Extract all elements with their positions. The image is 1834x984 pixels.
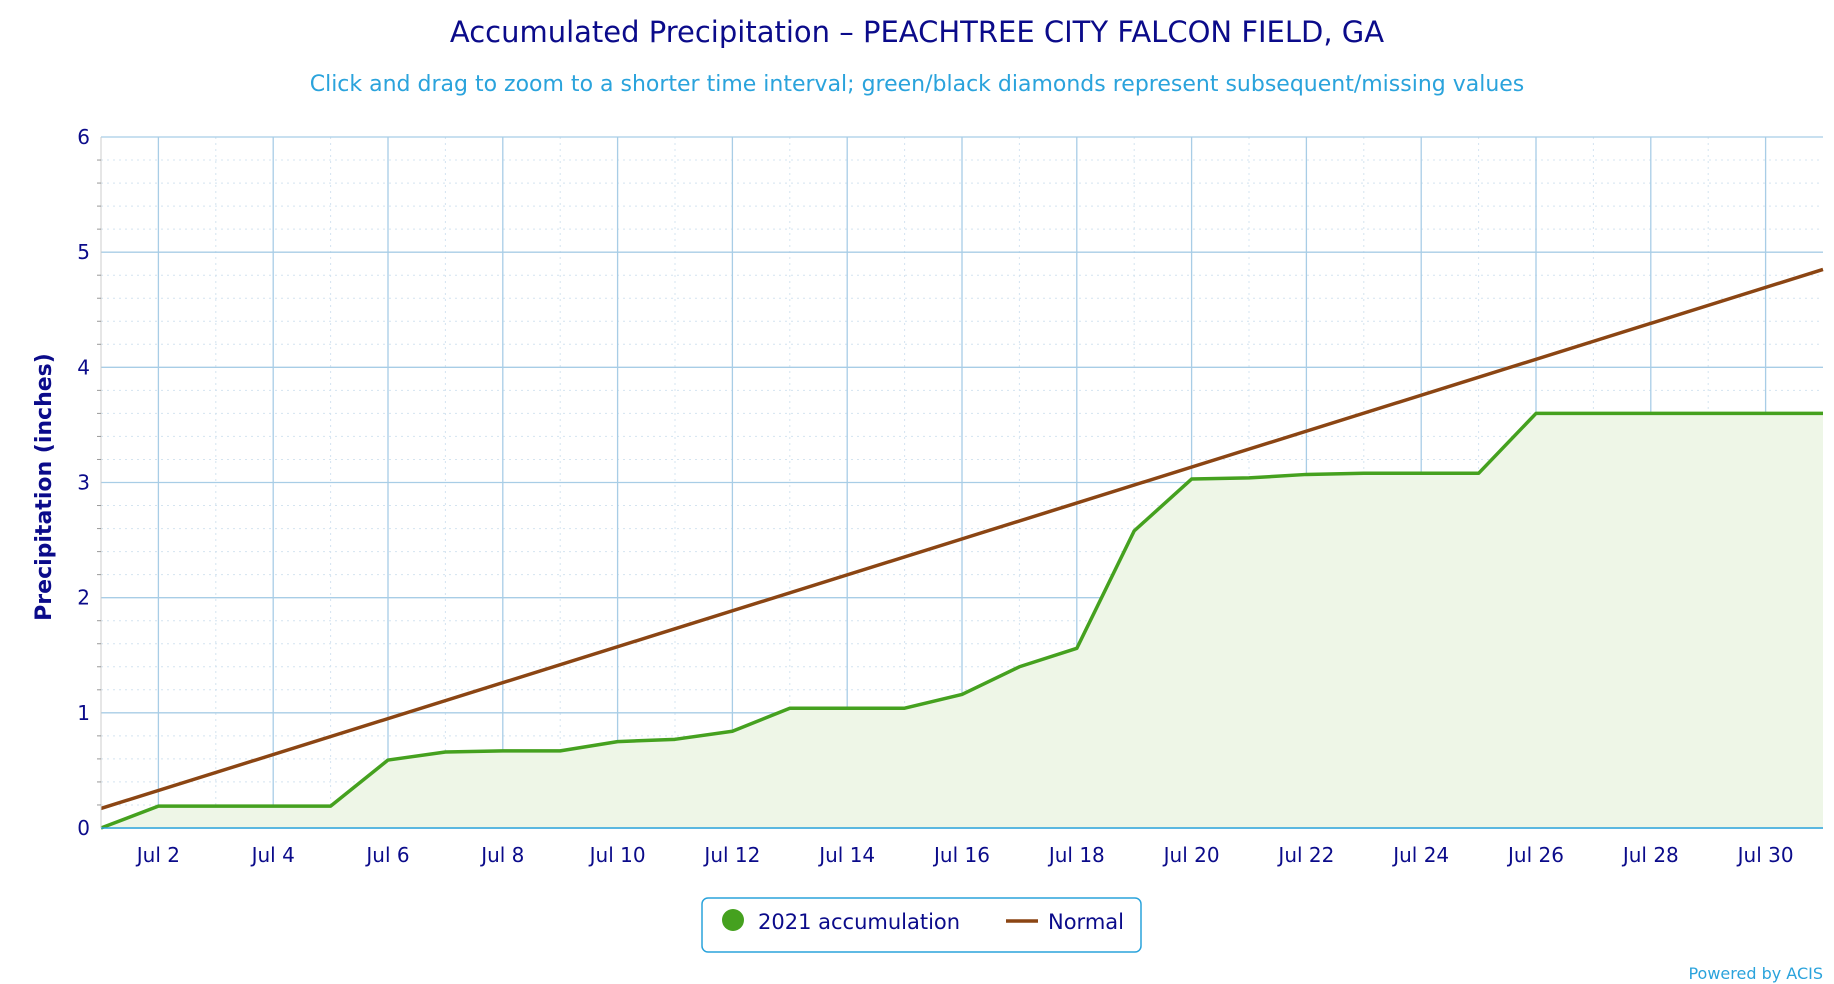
x-tick-label: Jul 22	[1276, 843, 1334, 867]
y-tick-label: 1	[77, 701, 90, 725]
y-tick-label: 5	[77, 240, 90, 264]
y-tick-label: 2	[77, 586, 90, 610]
y-tick-label: 4	[77, 355, 90, 379]
accumulation-marker-icon	[722, 909, 744, 931]
x-tick-label: Jul 10	[588, 843, 646, 867]
legend[interactable]: 2021 accumulation Normal	[701, 897, 1142, 953]
x-tick-label: Jul 14	[817, 843, 875, 867]
chart-title: Accumulated Precipitation – PEACHTREE CI…	[450, 15, 1384, 49]
x-tick-label: Jul 12	[702, 843, 760, 867]
legend-label-normal: Normal	[1048, 910, 1124, 934]
x-tick-label: Jul 4	[250, 843, 295, 867]
x-tick-label: Jul 8	[479, 843, 524, 867]
y-tick-label: 0	[77, 816, 90, 840]
chart-subtitle: Click and drag to zoom to a shorter time…	[310, 72, 1525, 97]
y-tick-label: 3	[77, 471, 90, 495]
legend-label-accumulation: 2021 accumulation	[758, 910, 960, 934]
axes	[97, 137, 1823, 829]
series-line-normal	[100, 267, 1824, 811]
accumulation-area	[101, 413, 1823, 828]
x-tick-label: Jul 2	[135, 843, 180, 867]
x-tick-label: Jul 6	[364, 843, 409, 867]
x-tick-label: Jul 24	[1391, 843, 1449, 867]
x-tick-label: Jul 18	[1047, 843, 1105, 867]
credit-link[interactable]: Powered by ACIS	[1688, 964, 1823, 983]
series-line-2021-accumulation	[100, 411, 1823, 830]
legend-box	[701, 897, 1142, 953]
x-tick-labels: Jul 2 Jul 4 Jul 6 Jul 8 Jul 10 Jul 12 Jul 14 Ju…	[135, 843, 1794, 867]
x-tick-label: Jul 16	[932, 843, 990, 867]
legend-item-accumulation[interactable]: 2021 accumulation	[722, 909, 960, 934]
y-tick-labels: 0 1 2 3 4 5 6	[77, 125, 90, 840]
accumulation-area-layer	[101, 413, 1823, 828]
y-tick-label: 6	[77, 125, 90, 149]
x-tick-label: Jul 26	[1506, 843, 1564, 867]
legend-item-normal[interactable]: Normal	[1006, 910, 1124, 934]
x-tick-label: Jul 28	[1621, 843, 1679, 867]
x-tick-label: Jul 20	[1162, 843, 1220, 867]
series-lines	[100, 267, 1824, 830]
y-axis-label: Precipitation (inches)	[32, 353, 57, 621]
x-tick-label: Jul 30	[1736, 843, 1794, 867]
